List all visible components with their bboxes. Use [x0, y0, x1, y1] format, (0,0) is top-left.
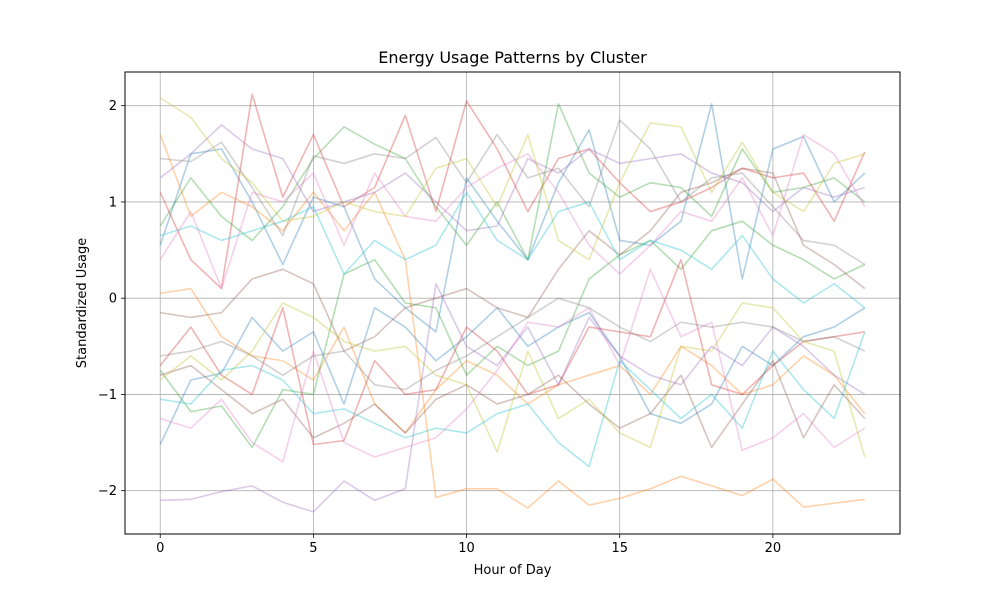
- plot-frame: [124, 71, 901, 535]
- series-line-17: [159, 97, 866, 261]
- series-line-5: [159, 102, 866, 261]
- x-tick-label: 10: [458, 541, 475, 556]
- x-tick-label: 5: [309, 541, 317, 556]
- series-line-15: [160, 119, 866, 266]
- series-line-1: [159, 307, 866, 445]
- y-tick-label: −1: [98, 388, 117, 403]
- x-tick-label: 0: [156, 541, 164, 556]
- series-line-7: [159, 93, 866, 290]
- series-line-11: [160, 167, 866, 352]
- y-tick-label: −2: [98, 484, 117, 499]
- y-tick-label: 0: [109, 292, 117, 307]
- series-line-13: [159, 133, 866, 290]
- series-line-19: [159, 191, 866, 309]
- series-line-9: [160, 282, 866, 513]
- series-line-4: [160, 287, 866, 434]
- series-lines: [159, 93, 866, 513]
- y-tick-label: 2: [109, 99, 117, 114]
- series-line-10: [159, 124, 866, 232]
- series-line-12: [159, 359, 866, 449]
- series-line-8: [159, 258, 865, 446]
- series-line-14: [159, 268, 866, 463]
- y-axis-label: Standardized Usage: [75, 238, 90, 368]
- axis-ticks: 0 5 10 15 20 −2 −1 0 1 2: [98, 99, 781, 556]
- series-line-16: [160, 297, 866, 391]
- series-line-6: [159, 220, 866, 449]
- x-tick-label: 15: [611, 541, 628, 556]
- series-line-20: [160, 331, 866, 468]
- y-tick-label: 1: [109, 195, 117, 210]
- x-axis-label: Hour of Day: [474, 563, 552, 578]
- series-line-18: [159, 302, 866, 458]
- series-line-2: [159, 102, 866, 333]
- chart-title: Energy Usage Patterns by Cluster: [378, 48, 647, 67]
- grid: [125, 72, 900, 534]
- x-tick-label: 20: [765, 541, 782, 556]
- series-line-3: [159, 134, 865, 509]
